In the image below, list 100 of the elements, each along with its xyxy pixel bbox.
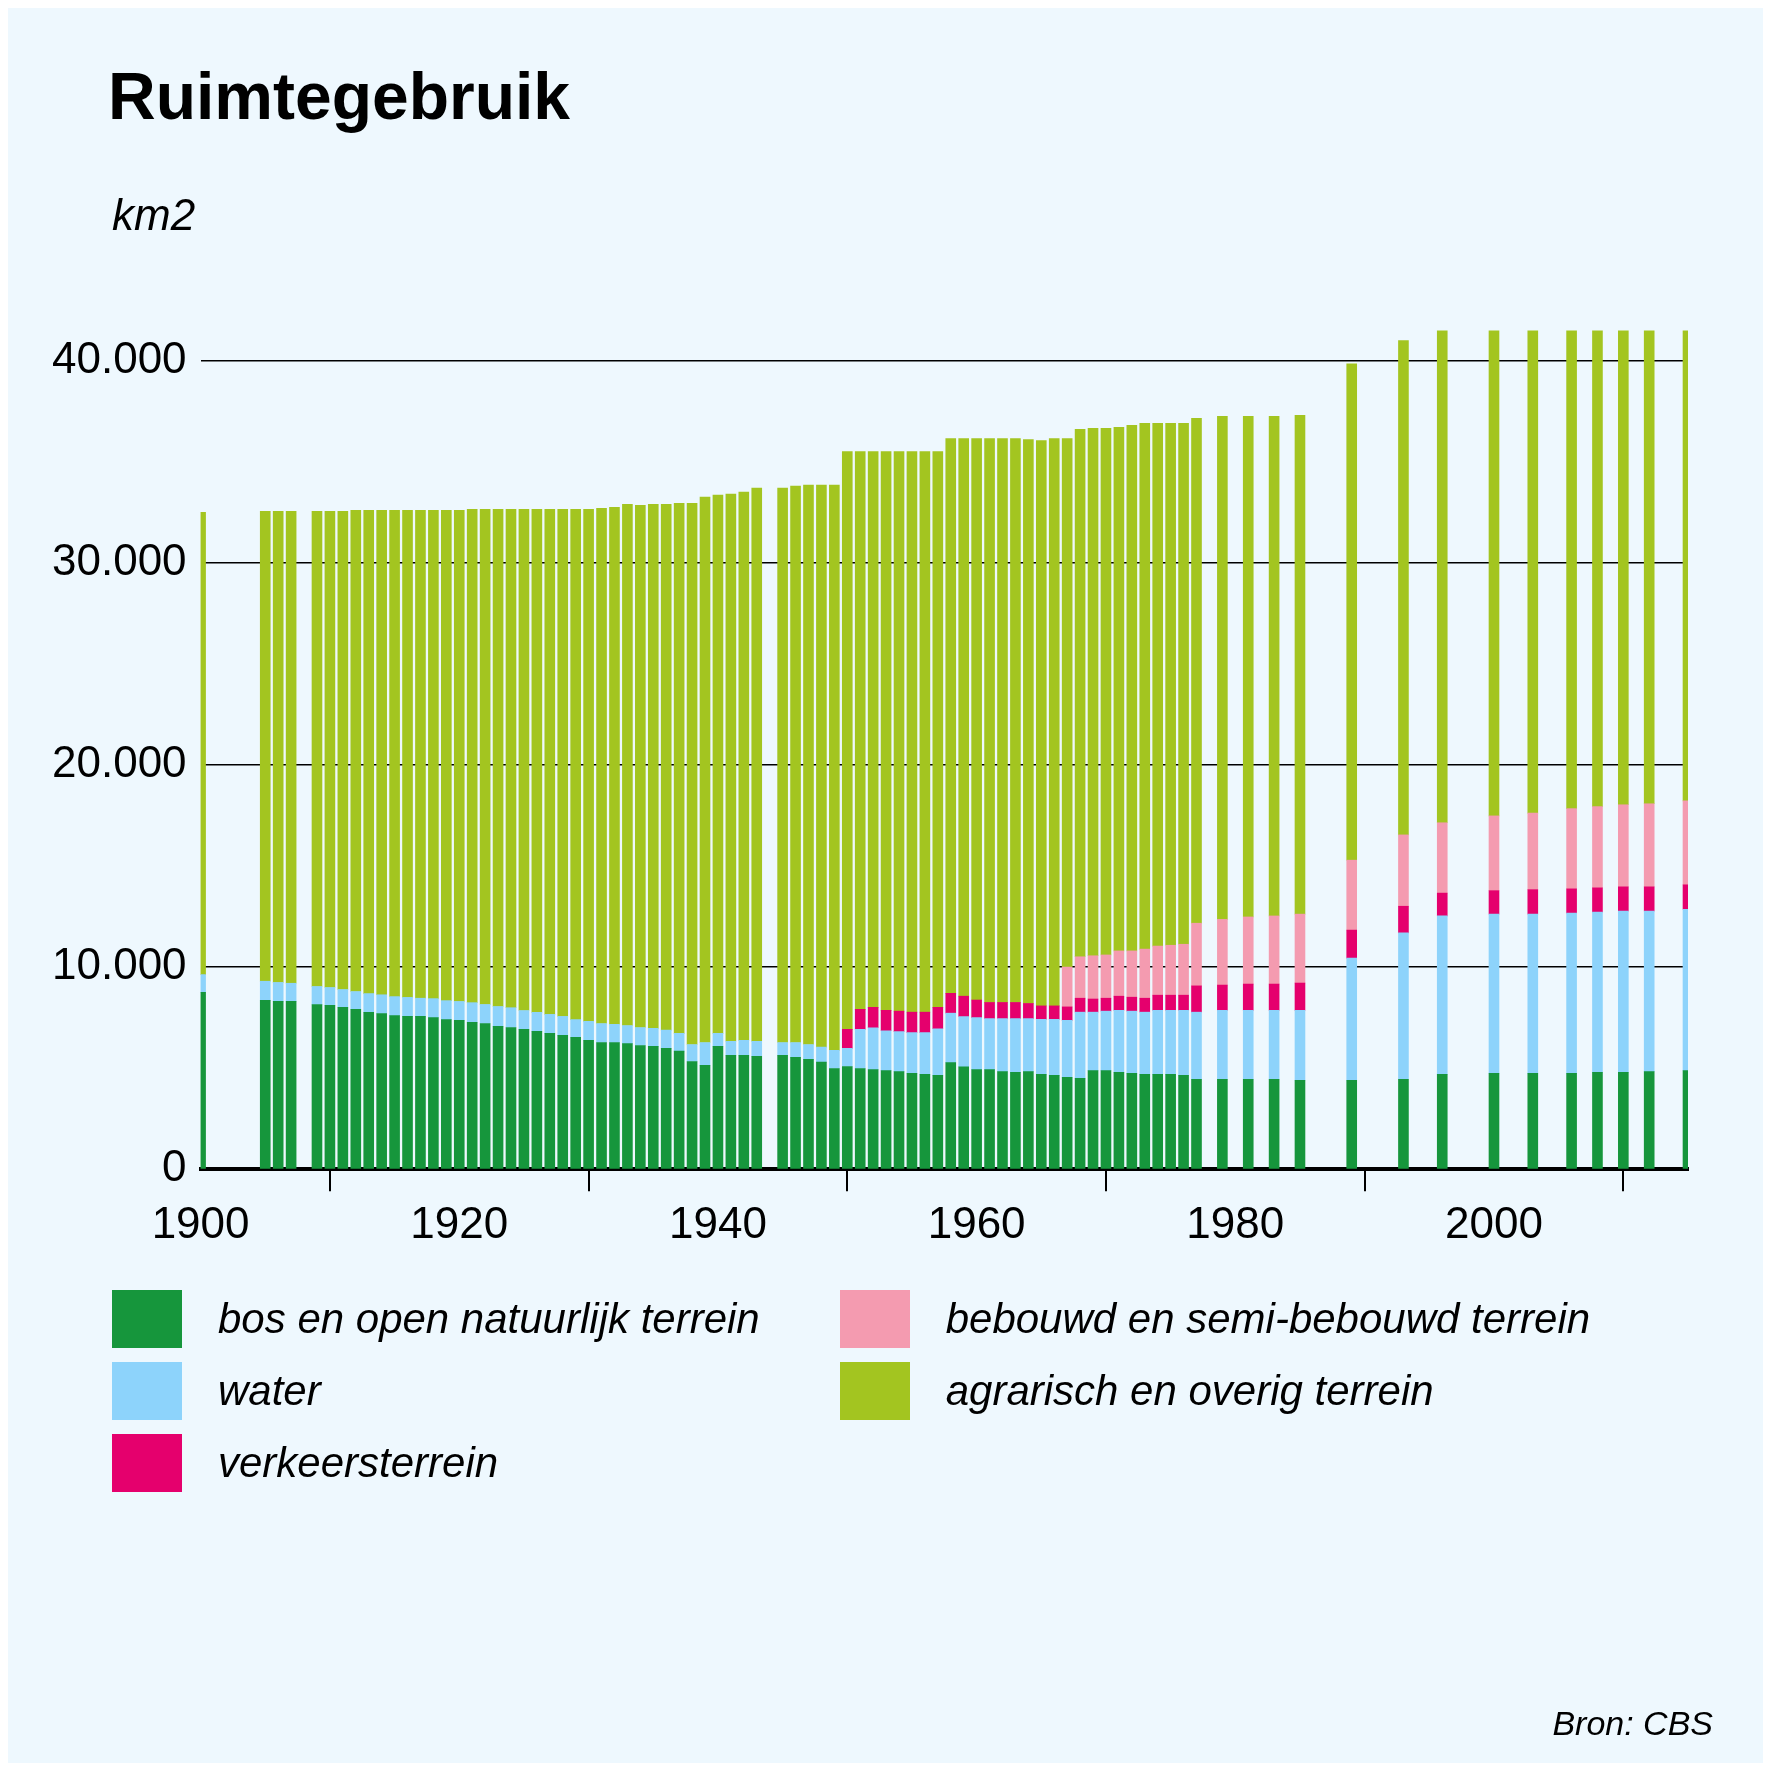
bar (1139, 1074, 1151, 1169)
bar (1398, 340, 1409, 836)
bar (919, 1074, 931, 1169)
bar (1061, 438, 1073, 968)
bar (350, 509, 362, 992)
bar (1023, 1003, 1034, 1019)
bar (945, 993, 957, 1014)
bar (1488, 913, 1500, 1074)
bar (1074, 997, 1086, 1013)
bar (803, 1059, 814, 1169)
bar (1152, 423, 1164, 947)
bar (1126, 1010, 1138, 1074)
bar (867, 451, 879, 1008)
bar (1139, 1011, 1151, 1075)
bar (1527, 812, 1539, 890)
bar (1035, 440, 1047, 1007)
bar (544, 508, 556, 1015)
bar (1191, 417, 1202, 924)
bar (428, 998, 439, 1018)
bar (570, 508, 581, 1020)
bar (854, 1029, 866, 1069)
bar (492, 508, 504, 1007)
bar (1113, 1010, 1125, 1073)
bar (1087, 1070, 1099, 1169)
bar (932, 1028, 944, 1076)
bar (751, 487, 763, 1042)
bar (1023, 1018, 1034, 1072)
bar (531, 1031, 543, 1169)
bar (415, 997, 426, 1017)
bar (1191, 985, 1202, 1013)
bar (1165, 1010, 1176, 1075)
bar (1618, 886, 1629, 912)
bar (997, 1002, 1008, 1019)
y-axis-title: km2 (112, 190, 197, 240)
bar (738, 1055, 750, 1169)
bar (324, 987, 336, 1006)
bar (1113, 950, 1125, 997)
bar (1618, 1072, 1629, 1169)
bar (1152, 1074, 1164, 1169)
bar (945, 438, 957, 994)
bar (699, 496, 711, 1043)
bar (829, 1050, 840, 1069)
bar (1346, 929, 1358, 959)
bar (1242, 1078, 1254, 1169)
bar (1217, 415, 1228, 920)
bar (803, 1044, 814, 1060)
bar (1165, 423, 1176, 946)
bar (583, 1021, 594, 1041)
bar (673, 502, 685, 1034)
bar (1268, 915, 1280, 985)
bar (505, 1027, 517, 1169)
bar (1126, 425, 1138, 952)
bar (893, 1071, 905, 1169)
bar (622, 1025, 633, 1045)
bar (1527, 889, 1539, 915)
bar (1074, 1011, 1086, 1079)
bar (1294, 982, 1306, 1011)
bar (1061, 1020, 1073, 1078)
bar (1178, 1010, 1189, 1076)
bar (660, 1029, 672, 1049)
bar (1010, 1002, 1021, 1019)
bar (1010, 1072, 1021, 1169)
bar (570, 1036, 581, 1169)
bar (660, 503, 672, 1031)
bar (1191, 922, 1202, 987)
bar (583, 1040, 594, 1169)
bar (932, 1075, 944, 1169)
x-tick-label: 1980 (1186, 1197, 1285, 1247)
bar (1178, 994, 1189, 1011)
bar (518, 1029, 530, 1169)
bar (1010, 438, 1021, 1003)
bar (376, 994, 387, 1014)
bar (1126, 950, 1138, 998)
bar (1592, 806, 1603, 889)
bar (453, 1001, 465, 1021)
bar (712, 494, 724, 1034)
bar (337, 989, 349, 1008)
bar (1126, 996, 1138, 1012)
legend-label: bebouwd en semi-bebouwd terrein (945, 1295, 1591, 1343)
bar (1217, 919, 1228, 986)
bar (1436, 915, 1448, 1075)
bar (363, 1012, 375, 1169)
bar (816, 1046, 827, 1063)
bar (673, 1033, 685, 1052)
bar (1217, 984, 1228, 1011)
bar (725, 493, 737, 1042)
bar (1436, 1074, 1448, 1169)
bar (1087, 1011, 1099, 1071)
bar (1087, 955, 1099, 1000)
bar (971, 1017, 982, 1070)
bar (699, 1042, 711, 1066)
bar (906, 451, 918, 1013)
bar (880, 1030, 892, 1071)
bar (1346, 859, 1358, 931)
x-tick-label: 1920 (410, 1197, 509, 1247)
bar (1488, 1073, 1500, 1169)
bar (984, 1002, 995, 1019)
bar (816, 1061, 827, 1169)
bar (337, 1006, 349, 1169)
bar (518, 508, 530, 1011)
